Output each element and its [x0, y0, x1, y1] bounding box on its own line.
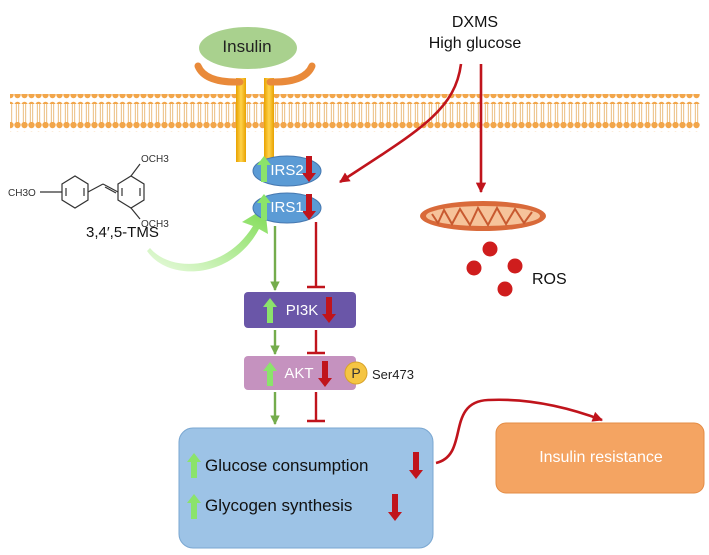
ros-label: ROS — [532, 271, 567, 288]
stimulus-arrow-irs — [339, 63, 463, 184]
irs2-label: IRS2 — [270, 162, 304, 179]
insulin-resistance-label: Insulin resistance — [539, 449, 663, 466]
irs1-label: IRS1 — [270, 199, 304, 216]
insulin-ligand — [199, 27, 297, 69]
glycogen-synthesis-label: Glycogen synthesis — [205, 496, 353, 515]
compound-curved-arrow — [147, 208, 268, 272]
ome-top: OCH3 — [141, 154, 169, 165]
outcome-box — [178, 427, 434, 549]
insulin-receptor — [194, 62, 316, 162]
pi3k-label: PI3K — [285, 302, 319, 319]
glucose-consumption-label: Glucose consumption — [205, 456, 369, 475]
stimulus-line-2: High glucose — [428, 35, 522, 52]
akt-label: AKT — [284, 365, 314, 382]
down-arrow-icons — [302, 156, 423, 521]
up-arrow-icons — [187, 156, 277, 519]
ome-bottom: OCH3 — [141, 219, 169, 230]
insulin-resistance-box — [495, 422, 705, 494]
inhibition-lines — [307, 222, 325, 423]
ome-left: CH3O — [8, 188, 36, 199]
ser473-label: Ser473 — [372, 367, 414, 382]
phosphate-label: P — [351, 365, 361, 381]
irs1-node — [252, 192, 322, 224]
cell-membrane — [10, 94, 700, 132]
irs2-node — [252, 155, 322, 187]
resistance-arrow — [435, 398, 603, 465]
insulin-label: Insulin — [222, 37, 272, 56]
stimulus-line-1: DXMS — [451, 14, 499, 31]
phosphate-icon — [344, 361, 368, 385]
mitochondrion-icon — [420, 201, 546, 231]
compound-structure — [40, 163, 145, 220]
compound-label: 3,4′,5-TMS — [86, 224, 159, 241]
ros-dots — [466, 241, 523, 297]
stimulus-label: DXMS High glucose — [395, 12, 555, 54]
